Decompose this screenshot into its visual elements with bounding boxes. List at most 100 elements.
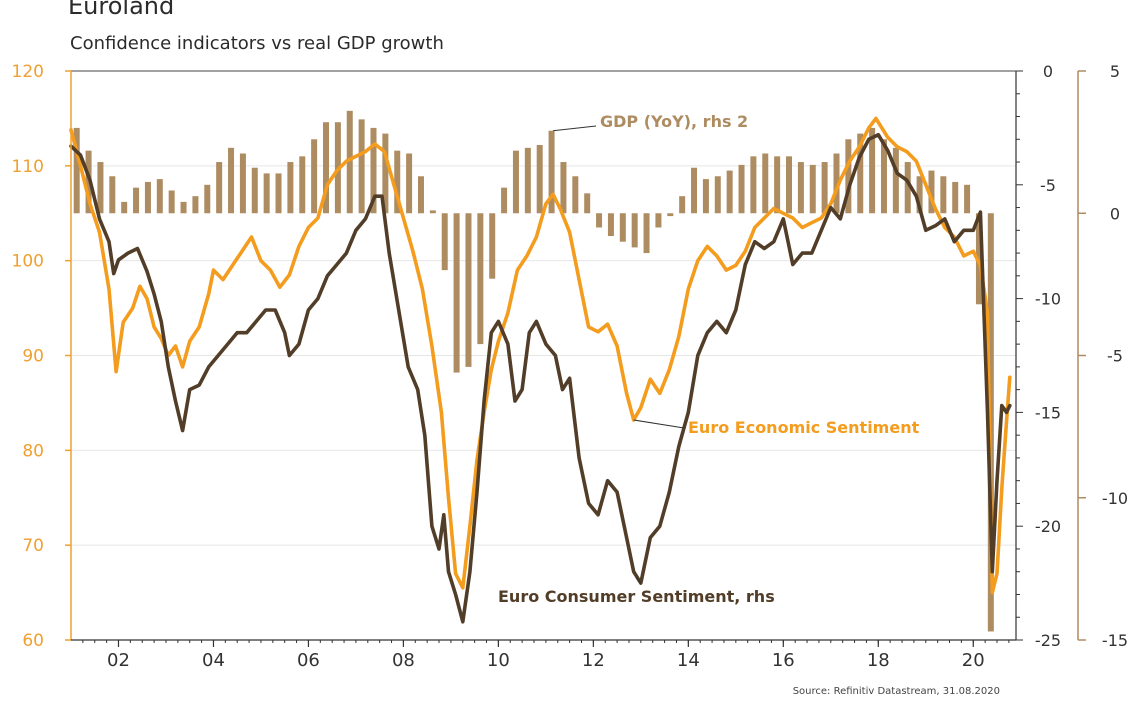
gdp-bar	[916, 176, 923, 214]
gdp-bar	[489, 213, 496, 279]
consumer-sentiment-line	[69, 132, 1012, 624]
gdp-bar	[263, 173, 270, 214]
gdp-bar	[762, 153, 769, 214]
gdp-bar	[73, 127, 80, 214]
gdp-bar	[465, 213, 472, 367]
gridlines	[71, 165, 1016, 546]
gdp-bar	[382, 133, 389, 214]
gdp-bar	[714, 176, 721, 214]
gdp-bar	[133, 187, 140, 214]
gdp-bar	[679, 196, 686, 214]
x-tick-label: 02	[107, 650, 130, 671]
left-tick-label: 80	[22, 441, 44, 461]
gdp-bar	[358, 119, 365, 214]
gdp-bar	[144, 181, 151, 214]
gdp-bar	[643, 213, 650, 254]
x-tick-label: 08	[392, 650, 415, 671]
annotation-label: Euro Economic Sentiment	[688, 418, 920, 437]
gdp-bar	[869, 127, 876, 214]
gdp-bar	[275, 173, 282, 214]
annotation-leader	[633, 419, 685, 429]
economic-sentiment-line	[69, 116, 1012, 595]
x-tick-label: 18	[867, 650, 890, 671]
gdp-bar	[477, 213, 484, 345]
gdp-bar	[691, 167, 698, 214]
tick-labels: 60 70 80 90 100 110 120 0 -5 -10 -15 -20 -25 5 0 -5 -10 -…	[12, 62, 1129, 671]
x-tick-label: 06	[297, 650, 320, 671]
chart-subtitle: Confidence indicators vs real GDP growth	[70, 33, 444, 54]
rhs-tick-label: -25	[1035, 631, 1061, 650]
gdp-bar	[845, 139, 852, 214]
gdp-bar	[536, 144, 543, 214]
gdp-bar	[738, 164, 745, 214]
annotation-leader	[552, 125, 597, 132]
left-tick-label: 100	[12, 252, 44, 272]
gdp-bar	[121, 201, 128, 214]
chart-source: Source: Refinitiv Datastream, 31.08.2020	[792, 686, 1000, 697]
gdp-bar	[109, 176, 116, 214]
gdp-bar	[904, 162, 911, 214]
x-tick-label: 20	[962, 650, 985, 671]
gdp-bar	[892, 147, 899, 214]
axes	[65, 70, 1086, 647]
gdp-bar	[584, 193, 591, 214]
gdp-bar	[370, 127, 377, 214]
gdp-bar	[952, 181, 959, 214]
gdp-bar	[619, 213, 626, 242]
chart-title: Euroland	[68, 0, 175, 20]
gdp-bar	[786, 156, 793, 214]
gdp-bar	[228, 147, 235, 214]
gdp-bar	[156, 179, 163, 214]
rhs2-tick-label: -5	[1107, 347, 1123, 366]
gdp-bar	[394, 150, 401, 214]
gdp-bar	[548, 130, 555, 214]
left-tick-label: 90	[22, 347, 44, 367]
gdp-bar	[940, 176, 947, 214]
rhs-tick-label: -20	[1035, 517, 1061, 536]
left-tick-label: 110	[12, 157, 44, 177]
rhs-tick-label: -5	[1040, 176, 1056, 195]
rhs-tick-label: -15	[1035, 403, 1061, 422]
gdp-bar	[702, 179, 709, 214]
rhs-tick-label: -10	[1035, 290, 1061, 309]
gdp-bar	[501, 187, 508, 214]
gdp-bar	[429, 210, 436, 214]
left-tick-label: 60	[22, 631, 44, 651]
rhs-tick-label: 0	[1043, 62, 1053, 81]
gdp-bar	[596, 213, 603, 228]
gdp-bar	[346, 110, 353, 214]
gdp-bar	[417, 176, 424, 214]
gdp-bar	[560, 162, 567, 214]
gdp-bar	[192, 196, 199, 214]
x-tick-label: 04	[202, 650, 225, 671]
x-tick-label: 12	[582, 650, 605, 671]
gdp-bar	[97, 162, 104, 214]
left-tick-label: 70	[22, 536, 44, 556]
gdp-bar	[607, 213, 614, 237]
x-tick-label: 16	[772, 650, 795, 671]
gdp-bar	[168, 190, 175, 214]
gdp-bars	[73, 110, 994, 632]
gdp-bar	[774, 156, 781, 214]
gdp-bar	[406, 153, 413, 214]
rhs2-tick-label: 0	[1110, 204, 1120, 223]
gdp-bar	[180, 201, 187, 214]
gdp-bar	[441, 213, 448, 271]
left-tick-label: 120	[12, 62, 44, 82]
gdp-bar	[880, 139, 887, 214]
gdp-bar	[655, 213, 662, 228]
gdp-bar	[512, 150, 519, 214]
gdp-bar	[726, 170, 733, 214]
gdp-bar	[239, 153, 246, 214]
gdp-bar	[964, 184, 971, 214]
gdp-bar	[750, 156, 757, 214]
rhs2-tick-label: -10	[1102, 489, 1128, 508]
annotation-label: GDP (YoY), rhs 2	[600, 112, 748, 131]
gdp-bar	[453, 213, 460, 373]
annotation-leader	[635, 576, 642, 584]
gdp-bar	[251, 167, 258, 214]
rhs2-tick-label: -15	[1102, 631, 1128, 650]
gdp-bar	[524, 147, 531, 214]
gdp-bar	[299, 156, 306, 214]
